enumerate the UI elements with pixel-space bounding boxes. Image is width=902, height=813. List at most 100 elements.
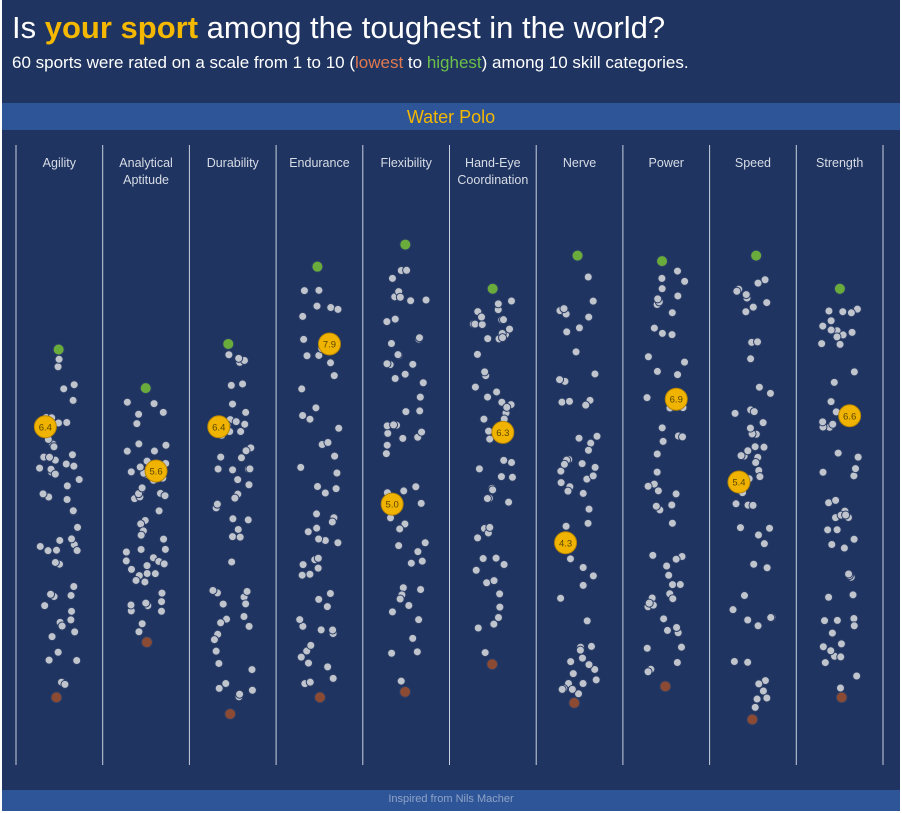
sport-dot xyxy=(642,643,652,653)
sport-dot xyxy=(415,392,425,402)
sport-dot xyxy=(209,635,219,645)
sport-dot xyxy=(213,464,223,474)
sport-dot xyxy=(417,556,427,566)
sport-dot xyxy=(671,554,681,564)
sport-dot xyxy=(672,657,682,667)
sport-dot xyxy=(556,478,566,488)
sport-dot xyxy=(676,642,686,652)
sport-dot xyxy=(218,599,228,609)
sport-dot xyxy=(485,522,495,532)
sport-dot xyxy=(586,641,596,651)
sport-dot xyxy=(67,606,77,616)
sport-dot xyxy=(849,621,859,631)
sport-dot xyxy=(233,475,243,485)
category-label: Coordination xyxy=(457,173,528,187)
sport-dot xyxy=(473,533,483,543)
sport-dot xyxy=(390,314,400,324)
sport-dot xyxy=(313,563,323,573)
sport-dot xyxy=(754,679,764,689)
sport-dot xyxy=(491,553,501,563)
sport-dot xyxy=(817,339,827,349)
sport-dot xyxy=(848,590,858,600)
sport-dot xyxy=(297,570,307,580)
sport-dot xyxy=(577,653,587,663)
selected-sport-value: 5.0 xyxy=(386,500,399,511)
sport-dot xyxy=(228,399,238,409)
sport-dot xyxy=(57,621,67,631)
sport-dot xyxy=(159,534,169,544)
sport-dot xyxy=(136,530,146,540)
sport-dot xyxy=(762,693,772,703)
sport-dot xyxy=(299,286,309,296)
footer-credit: Inspired from Nils Macher xyxy=(388,793,514,805)
sport-dot xyxy=(826,397,836,407)
sport-dot xyxy=(577,459,587,469)
sport-dot xyxy=(121,556,131,566)
sport-dot xyxy=(833,448,843,458)
sport-dot xyxy=(395,524,405,534)
sport-dot xyxy=(644,598,654,608)
sport-dot xyxy=(480,367,490,377)
sport-dot xyxy=(242,586,252,596)
sport-dot xyxy=(327,517,337,527)
sport-dot xyxy=(154,506,164,516)
sport-dot xyxy=(413,547,423,557)
sport-dot xyxy=(396,676,406,686)
selected-sport-dot xyxy=(664,387,688,411)
sport-dot xyxy=(732,286,742,296)
sport-dot xyxy=(591,675,601,685)
sport-dot xyxy=(671,489,681,499)
sport-dot xyxy=(241,599,251,609)
category-label: Flexibility xyxy=(380,156,432,170)
sport-dot xyxy=(762,298,772,308)
highest-sport-dot xyxy=(656,255,669,268)
sport-dot xyxy=(216,452,226,462)
sport-dot xyxy=(667,500,677,510)
sport-dot xyxy=(578,580,588,590)
sport-dot xyxy=(820,616,830,626)
sport-dot xyxy=(416,498,426,508)
sport-dot xyxy=(498,333,508,343)
sport-dot xyxy=(127,564,137,574)
sport-dot xyxy=(559,304,569,314)
sport-dot xyxy=(49,442,59,452)
sport-dot xyxy=(754,382,764,392)
sport-dot xyxy=(160,491,170,501)
sport-dot xyxy=(59,384,69,394)
sport-dot xyxy=(483,334,493,344)
sport-dot xyxy=(566,657,576,667)
sport-dot xyxy=(66,590,76,600)
sport-dot xyxy=(408,359,418,369)
highest-sport-dot xyxy=(833,282,846,295)
sport-dot xyxy=(398,583,408,593)
sport-dot xyxy=(313,481,323,491)
sport-dot xyxy=(313,553,323,563)
sport-dot xyxy=(221,679,231,689)
sport-dot xyxy=(134,409,144,419)
sport-dot xyxy=(657,423,667,433)
sport-dot xyxy=(488,485,498,495)
selected-sport-band: Water Polo xyxy=(2,103,900,130)
category-label: Speed xyxy=(735,156,771,170)
sport-dot xyxy=(421,295,431,305)
footer: Inspired from Nils Macher xyxy=(2,790,900,811)
selected-sport-dot xyxy=(144,459,168,483)
sport-dot xyxy=(758,686,768,696)
sport-dot xyxy=(498,315,508,325)
selected-sport-dot xyxy=(554,531,578,555)
sport-dot xyxy=(38,489,48,499)
sport-dot xyxy=(493,299,503,309)
sport-dot xyxy=(149,399,159,409)
sport-dot xyxy=(70,627,80,637)
sport-dot xyxy=(136,544,146,554)
sport-dot xyxy=(748,302,758,312)
sport-dot xyxy=(561,521,571,531)
sport-dot xyxy=(323,662,333,672)
sport-dot xyxy=(667,518,677,528)
sport-dot xyxy=(233,524,243,534)
sport-dot xyxy=(297,384,307,394)
sport-dot xyxy=(752,694,762,704)
sport-dot xyxy=(322,602,332,612)
sport-dot xyxy=(831,495,841,505)
sport-dot xyxy=(584,660,594,670)
